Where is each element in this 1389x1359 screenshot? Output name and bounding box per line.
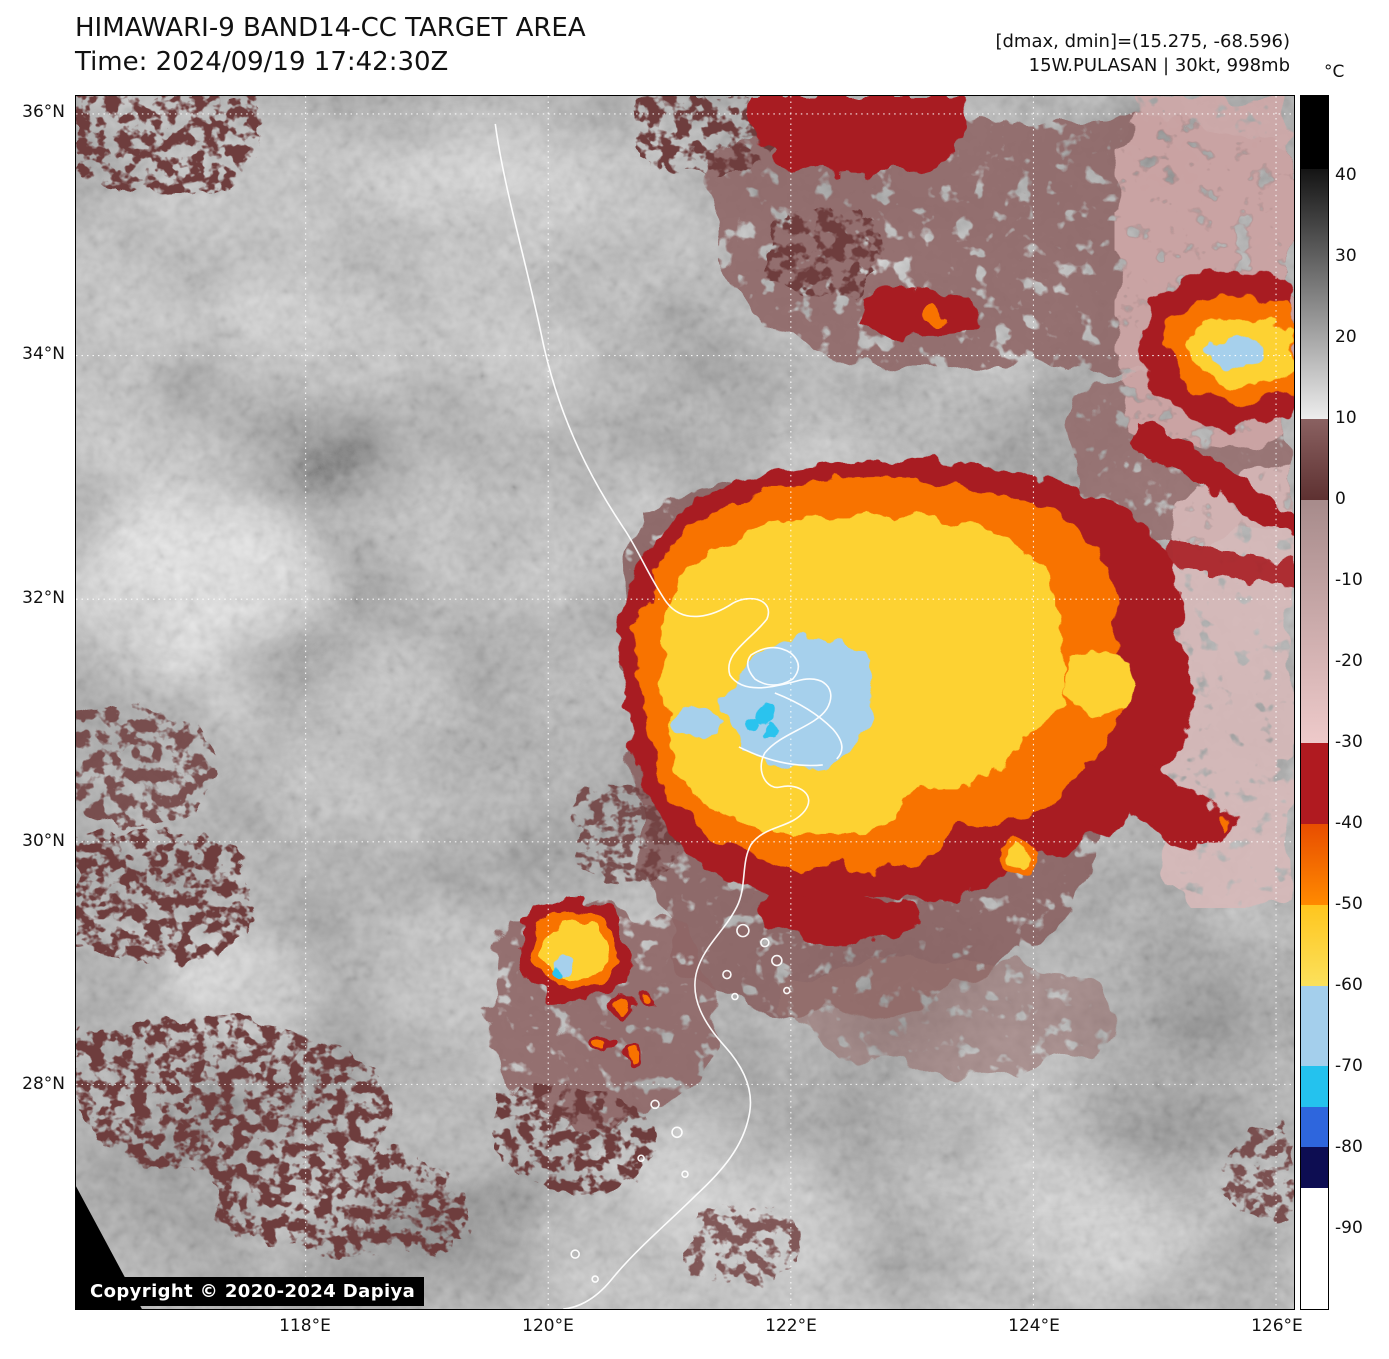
lon-tick-label: 120°E [522, 1316, 574, 1336]
dmax-dmin-readout: [dmax, dmin]=(15.275, -68.596) [995, 31, 1290, 52]
latitude-axis: 36°N 34°N 32°N 30°N 28°N [0, 95, 71, 1310]
colorbar-tick-label: 0 [1335, 489, 1346, 509]
colorbar-segment [1301, 500, 1328, 743]
storm-info: 15W.PULASAN | 30kt, 998mb [1028, 55, 1290, 77]
colorbar-tick-label: -90 [1335, 1218, 1363, 1238]
lat-tick-label: 34°N [22, 344, 65, 364]
satellite-imagery [76, 96, 1294, 1309]
colorbar-segment [1301, 742, 1328, 824]
longitude-axis: 118°E 120°E 122°E 124°E 126°E [75, 1316, 1303, 1344]
colorbar-segment [1301, 1106, 1328, 1148]
colorbar-tick-label: -10 [1335, 570, 1363, 590]
cold-red-patches [744, 96, 1294, 846]
temperature-colorbar [1300, 95, 1329, 1310]
northeast-storm-cell [1141, 270, 1294, 428]
colorbar-tick-label: 10 [1335, 408, 1357, 428]
colorbar-segment [1301, 96, 1328, 169]
coastline [494, 123, 843, 1309]
lat-tick-label: 36°N [22, 101, 65, 122]
lat-tick-label: 32°N [22, 587, 65, 608]
colorbar-tick-label: -30 [1335, 732, 1363, 752]
lon-tick-label: 122°E [765, 1316, 817, 1336]
header-left: HIMAWARI-9 BAND14-CC TARGET AREA Time: 2… [75, 12, 586, 80]
colorbar-tick-label: -80 [1335, 1137, 1363, 1157]
lon-tick-label: 124°E [1008, 1316, 1060, 1336]
colorbar-segment [1301, 904, 1328, 986]
colorbar-tick-label: 40 [1335, 165, 1357, 185]
colorbar-segment [1301, 985, 1328, 1067]
lon-tick-label: 118°E [279, 1316, 331, 1336]
small-storm-cell [518, 899, 656, 1067]
colorbar-segment [1301, 1187, 1328, 1309]
maroon-speckle-cloud [76, 96, 1294, 1287]
colorbar-segment [1301, 1147, 1328, 1188]
colorbar-tick-label: -50 [1335, 894, 1363, 914]
lat-tick-label: 28°N [22, 1073, 65, 1094]
colorbar-tick-label: 20 [1335, 327, 1357, 347]
satellite-map: Copyright © 2020-2024 Dapiya [75, 95, 1295, 1310]
colorbar-tick-label: -60 [1335, 975, 1363, 995]
colorbar-tick-labels: 40 30 20 10 0 -10 -20 -30 -40 -50 -60 -70 -80 -90 [1335, 95, 1389, 1310]
copyright-banner: Copyright © 2020-2024 Dapiya [81, 1277, 425, 1306]
lon-tick-label: 126°E [1251, 1316, 1303, 1336]
lat-tick-label: 30°N [22, 830, 65, 851]
colorbar-tick-label: -70 [1335, 1056, 1363, 1076]
graticule-grid [76, 96, 1294, 1309]
colorbar-unit-label: °C [1324, 62, 1345, 82]
colorbar-tick-label: 30 [1335, 246, 1357, 266]
colorbar-segment [1301, 168, 1328, 420]
colorbar-segment [1301, 419, 1328, 501]
colorbar-segment [1301, 823, 1328, 905]
header-right: [dmax, dmin]=(15.275, -68.596) 15W.PULAS… [995, 30, 1290, 79]
typhoon-pulasan [619, 460, 1227, 943]
figure-title: HIMAWARI-9 BAND14-CC TARGET AREA [75, 13, 586, 43]
figure-timestamp: Time: 2024/09/19 17:42:30Z [75, 46, 449, 77]
colorbar-segment [1301, 1066, 1328, 1107]
colorbar-tick-label: -20 [1335, 651, 1363, 671]
colorbar-tick-label: -40 [1335, 813, 1363, 833]
